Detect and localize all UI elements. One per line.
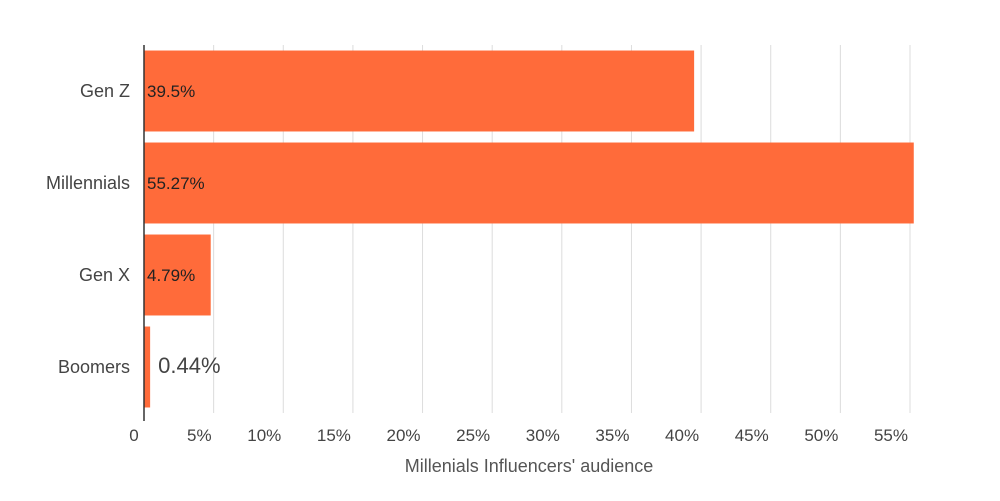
- x-tick-label: 15%: [317, 426, 351, 445]
- x-tick-label: 25%: [456, 426, 490, 445]
- x-tick-label: 40%: [665, 426, 699, 445]
- bars: [144, 50, 914, 408]
- x-tick-label: 10%: [247, 426, 281, 445]
- x-tick-label: 35%: [595, 426, 629, 445]
- data-label: 39.5%: [147, 82, 195, 101]
- x-tick-label: 55%: [874, 426, 908, 445]
- x-tick-label: 45%: [735, 426, 769, 445]
- bar: [144, 50, 695, 132]
- x-tick-label: 30%: [526, 426, 560, 445]
- y-axis-categories: Gen Z Millennials Gen X Boomers: [46, 81, 130, 377]
- data-label: 0.44%: [158, 353, 220, 378]
- category-label: Gen X: [79, 265, 130, 285]
- category-label: Boomers: [58, 357, 130, 377]
- x-tick-label: 20%: [387, 426, 421, 445]
- x-tick-label: 0: [129, 426, 138, 445]
- bar: [144, 142, 914, 224]
- data-labels: 39.5% 55.27% 4.79% 0.44%: [147, 82, 221, 378]
- x-axis-ticks: 0 5% 10% 15% 20% 25% 30% 35% 40% 45% 50% 55%: [129, 426, 908, 445]
- bar: [144, 326, 151, 408]
- data-label: 55.27%: [147, 174, 205, 193]
- x-axis-title: Millenials Influencers' audience: [405, 456, 654, 476]
- bar: [144, 234, 211, 316]
- x-tick-label: 50%: [804, 426, 838, 445]
- x-tick-label: 5%: [187, 426, 212, 445]
- category-label: Gen Z: [80, 81, 130, 101]
- data-label: 4.79%: [147, 266, 195, 285]
- category-label: Millennials: [46, 173, 130, 193]
